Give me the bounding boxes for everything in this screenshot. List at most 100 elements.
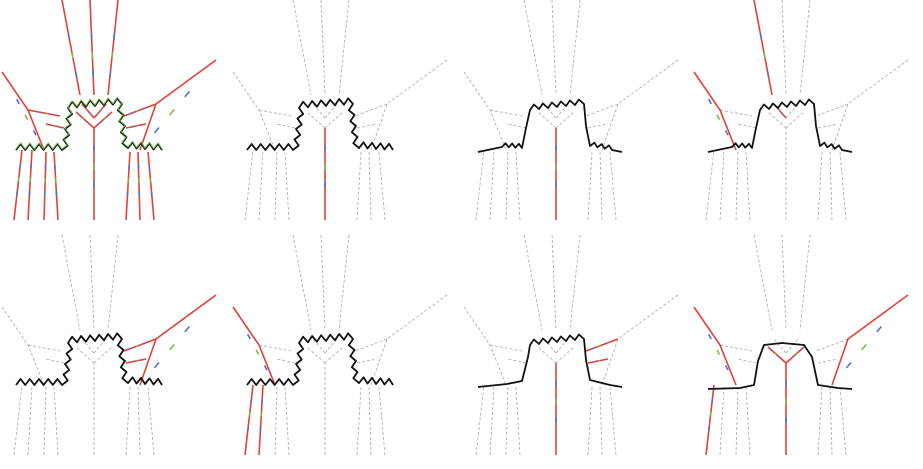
skeleton-ray-faint	[27, 344, 61, 352]
skeleton-ray-faint	[515, 386, 521, 456]
skeleton-ray-speckle	[136, 344, 139, 348]
skeleton-ray-faint	[463, 71, 507, 151]
skeleton-ray-faint	[354, 103, 388, 117]
skeleton-ray-faint	[839, 386, 847, 456]
panel-3	[463, 0, 679, 221]
skeleton-ray-faint	[53, 386, 59, 456]
skeleton-ray-speckle	[246, 333, 251, 340]
skeleton-ray-faint	[815, 338, 849, 352]
skeleton-ray-highlight	[125, 123, 147, 129]
skeleton-ray-faint	[274, 151, 278, 221]
skeleton-ray-speckle	[169, 343, 175, 351]
skeleton-ray-faint	[489, 109, 523, 117]
skeleton-ray-highlight	[753, 0, 773, 96]
skeleton-ray-speckle	[184, 90, 191, 98]
skeleton-ray-highlight	[1, 71, 45, 151]
skeleton-ray-speckle	[129, 112, 133, 115]
skeleton-ray-faint	[147, 386, 155, 456]
skeleton-ray-speckle	[724, 365, 729, 371]
skeleton-ray-highlight	[123, 338, 157, 352]
skeleton-ray-faint	[537, 111, 557, 129]
skeleton-ray-faint	[609, 386, 617, 456]
skeleton-ray-faint	[781, 234, 787, 331]
skeleton-ray-speckle	[74, 71, 78, 78]
skeleton-ray-speckle	[795, 352, 798, 355]
skeleton-ray-faint	[356, 386, 362, 456]
skeleton-ray-speckle	[109, 71, 112, 78]
skeleton-ray-speckle	[184, 325, 191, 333]
shape-contour	[707, 98, 853, 153]
skeleton-ray-highlight	[705, 384, 715, 456]
skeleton-ray-speckle	[82, 117, 85, 120]
skeleton-ray-highlight	[43, 151, 47, 221]
skeleton-ray-faint	[767, 111, 787, 129]
skeleton-ray-faint	[719, 149, 725, 221]
skeleton-ray-speckle	[707, 333, 712, 340]
skeleton-ray-faint	[569, 0, 581, 96]
skeleton-ray-faint	[13, 384, 23, 456]
skeleton-ray-faint	[354, 338, 388, 352]
skeleton-ray-faint	[356, 358, 378, 364]
skeleton-ray-speckle	[791, 355, 794, 358]
skeleton-ray-highlight	[258, 384, 264, 456]
skeleton-ray-faint	[107, 234, 119, 331]
skeleton-ray-highlight	[831, 294, 909, 386]
skeleton-ray-faint	[378, 151, 386, 221]
shape-contour	[246, 332, 394, 386]
skeleton-ray-faint	[356, 151, 362, 221]
skeleton-ray-faint	[284, 386, 290, 456]
shape-contour	[246, 97, 394, 151]
skeleton-ray-faint	[312, 103, 326, 119]
skeleton-ray-highlight	[93, 103, 107, 119]
skeleton-ray-faint	[320, 234, 326, 331]
skeleton-ray-faint	[368, 151, 372, 221]
skeleton-ray-faint	[609, 151, 617, 221]
skeleton-ray-faint	[587, 151, 593, 221]
skeleton-ray-faint	[599, 151, 603, 221]
skeleton-ray-faint	[817, 358, 839, 364]
skeleton-ray-highlight	[147, 151, 155, 221]
skeleton-ray-faint	[587, 386, 593, 456]
skeleton-ray-faint	[555, 346, 575, 364]
skeleton-ray-faint	[475, 384, 485, 456]
skeleton-ray-faint	[284, 151, 290, 221]
skeleton-ray-faint	[324, 103, 338, 119]
skeleton-ray-speckle	[876, 325, 883, 333]
shape-contour	[15, 97, 163, 151]
skeleton-ray-speckle	[774, 352, 777, 355]
skeleton-ray-faint	[719, 109, 753, 117]
skeleton-ray-faint	[719, 384, 725, 456]
skeleton-ray-speckle	[255, 349, 260, 355]
skeleton-ray-highlight	[767, 346, 787, 364]
skeleton-ray-faint	[753, 234, 773, 331]
skeleton-ray-speckle	[169, 108, 175, 116]
skeleton-ray-faint	[551, 0, 557, 96]
skeleton-ray-faint	[785, 111, 805, 129]
skeleton-ray-speckle	[780, 111, 783, 114]
skeleton-ray-speckle	[113, 33, 116, 40]
skeleton-ray-faint	[799, 234, 811, 331]
skeleton-ray-faint	[292, 234, 312, 331]
skeleton-ray-speckle	[798, 349, 802, 352]
skeleton-ray-faint	[324, 111, 344, 129]
skeleton-ray-faint	[292, 0, 312, 96]
skeleton-ray-speckle	[716, 114, 721, 120]
skeleton-ray-faint	[338, 0, 350, 96]
skeleton-ray-speckle	[32, 130, 37, 136]
skeleton-ray-speckle	[24, 114, 29, 120]
skeleton-ray-faint	[515, 151, 521, 221]
skeleton-ray-speckle	[78, 114, 82, 117]
skeleton-ray-highlight	[81, 103, 95, 119]
skeleton-ray-faint	[599, 386, 603, 456]
skeleton-ray-faint	[489, 149, 495, 221]
skeleton-ray-faint	[320, 0, 326, 96]
skeleton-ray-faint	[817, 123, 839, 129]
skeleton-ray-highlight	[244, 384, 254, 456]
skeleton-ray-highlight	[27, 149, 33, 221]
skeleton-ray-faint	[306, 111, 326, 129]
skeleton-ray-speckle	[99, 120, 102, 123]
skeleton-ray-highlight	[89, 0, 95, 96]
skeleton-ray-speckle	[67, 33, 71, 40]
skeleton-ray-speckle	[153, 361, 160, 369]
skeleton-ray-faint	[735, 151, 739, 221]
